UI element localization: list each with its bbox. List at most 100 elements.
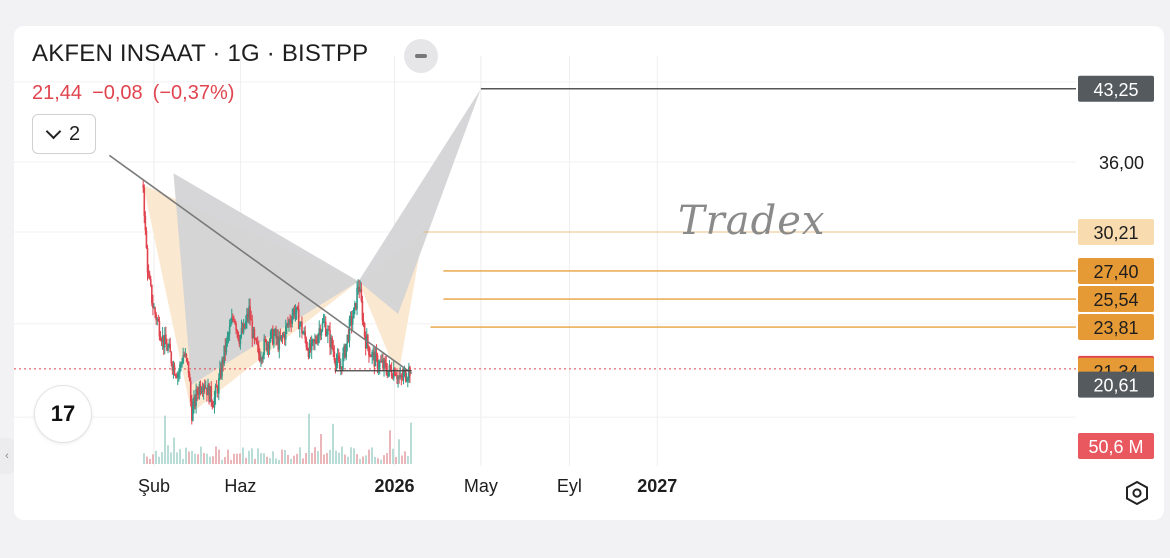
candle [248, 298, 250, 324]
collapse-button[interactable] [404, 39, 438, 73]
candle-body [224, 345, 227, 353]
candle-body [182, 355, 184, 364]
candle-body [350, 316, 353, 325]
candle [235, 321, 237, 335]
candle-body [218, 378, 220, 394]
symbol-title[interactable]: AKFEN INSAAT · 1G · BISTPP [32, 40, 369, 67]
candle [201, 382, 204, 397]
candle [146, 244, 149, 281]
candle [206, 387, 208, 402]
volume-bar [206, 453, 208, 464]
price-tag-label: 23,81 [1093, 318, 1138, 338]
indicators-toggle-button[interactable]: 2 [32, 114, 96, 154]
candle [250, 310, 252, 321]
tradingview-logo-icon[interactable]: 17 [35, 386, 91, 442]
candle-body [328, 329, 330, 331]
candle [202, 383, 205, 400]
candle [295, 306, 298, 320]
x-tick-label: May [464, 476, 498, 496]
candle-body [357, 286, 359, 289]
candle-body [157, 319, 160, 321]
candle [197, 387, 200, 400]
candle-body [392, 368, 395, 379]
candle [227, 331, 230, 344]
candle [207, 378, 209, 396]
candle [299, 321, 301, 338]
candle-body [341, 366, 343, 370]
candle-body [332, 347, 335, 352]
candle-body [238, 339, 241, 345]
candle-body [142, 184, 144, 188]
candle [266, 341, 269, 356]
candle-body [380, 361, 382, 363]
candle-body [360, 288, 363, 301]
candle-body [397, 376, 399, 380]
candle [215, 380, 218, 388]
candle [143, 184, 146, 224]
candle [183, 351, 186, 358]
candle-body [151, 284, 153, 304]
volume-bar [302, 458, 304, 464]
candle-body [269, 331, 272, 342]
price-tag-bg [1078, 433, 1154, 459]
last-price: 21,44 [32, 82, 83, 104]
candle [395, 372, 397, 377]
candle [188, 370, 191, 382]
candle-body [378, 361, 381, 368]
candle-body [242, 323, 245, 333]
volume-bar [386, 453, 388, 464]
candle [311, 338, 314, 346]
volume-bar [311, 453, 313, 464]
candle-body [337, 355, 340, 361]
volume-bar [326, 452, 328, 464]
volume-bar [257, 448, 259, 464]
volume-bar [248, 450, 250, 464]
candle-body [219, 368, 221, 379]
volume-bar [269, 458, 271, 464]
candle-body [371, 352, 373, 358]
candle [253, 326, 256, 345]
volume-bar [410, 422, 412, 464]
candle [296, 305, 299, 311]
volume-bar [236, 453, 238, 464]
price-chart[interactable]: 0,3881Tradex44,0036,0043,2530,2127,4025,… [14, 26, 1164, 520]
volume-bar [164, 415, 166, 464]
candle-body [158, 320, 161, 337]
candle [279, 328, 282, 341]
candle-body [353, 307, 355, 319]
candle-body [294, 312, 297, 316]
candle-body [235, 323, 237, 330]
candle-body [162, 335, 165, 348]
side-panel-toggle[interactable]: ‹ [0, 438, 14, 474]
candle [145, 227, 148, 249]
candle-body [358, 286, 360, 292]
candle-body [225, 339, 228, 353]
candle [387, 370, 390, 378]
candle-body [232, 317, 234, 319]
candle [349, 311, 352, 327]
price-tag-label: 43,25 [1093, 80, 1138, 100]
volume-bar [335, 450, 337, 464]
candle [175, 372, 178, 379]
volume-bar [161, 452, 163, 464]
candle [333, 345, 336, 364]
volume-bar [329, 449, 331, 464]
candle [243, 323, 246, 330]
settings-hexagon-icon[interactable] [1124, 480, 1150, 506]
volume-bar [284, 449, 286, 464]
price-tag-label: 27,40 [1093, 262, 1138, 282]
indicator-count: 2 [68, 122, 81, 145]
candle-body [299, 323, 301, 330]
candle-body [314, 339, 316, 343]
candle-body [346, 334, 349, 344]
candle [280, 335, 283, 342]
volume-bar [341, 446, 343, 464]
candle [337, 348, 340, 364]
candle-body [168, 343, 170, 347]
candle-body [248, 306, 250, 318]
candle-body [284, 326, 287, 340]
volume-bar [185, 447, 187, 464]
candle-body [355, 303, 357, 309]
candle [254, 337, 257, 341]
candle [303, 327, 305, 336]
